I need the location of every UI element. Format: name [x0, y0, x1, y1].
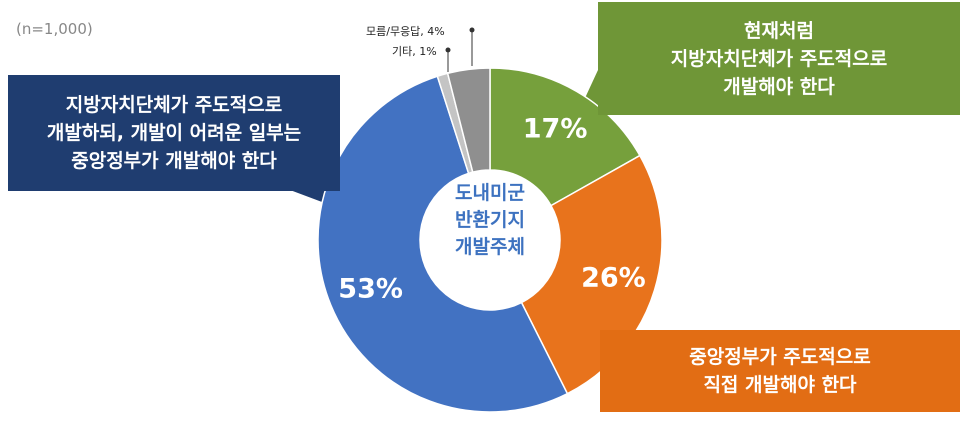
data-label: 모름/무응답, 4%: [366, 25, 445, 38]
leader-dot: [445, 47, 451, 53]
donut-slice: [489, 67, 641, 207]
callout: 현재처럼 지방자치단체가 주도적으로 개발해야 한다: [598, 2, 960, 115]
center-label: 도내미군 반환기지 개발주체: [455, 182, 525, 258]
donut-slice: [317, 75, 569, 413]
data-label: 17%: [522, 113, 588, 145]
callout: 지방자치단체가 주도적으로 개발하되, 개발이 어려운 일부는 중앙정부가 개발…: [8, 75, 340, 191]
donut-slice: [446, 67, 491, 174]
data-label: 기타, 1%: [392, 45, 437, 58]
sample-note: (n=1,000): [16, 20, 93, 38]
donut: [317, 67, 663, 413]
data-label: 26%: [581, 262, 646, 294]
data-label: 53%: [338, 273, 403, 305]
leader-dot: [469, 27, 475, 33]
callout: 중앙정부가 주도적으로 직접 개발해야 한다: [600, 330, 960, 412]
